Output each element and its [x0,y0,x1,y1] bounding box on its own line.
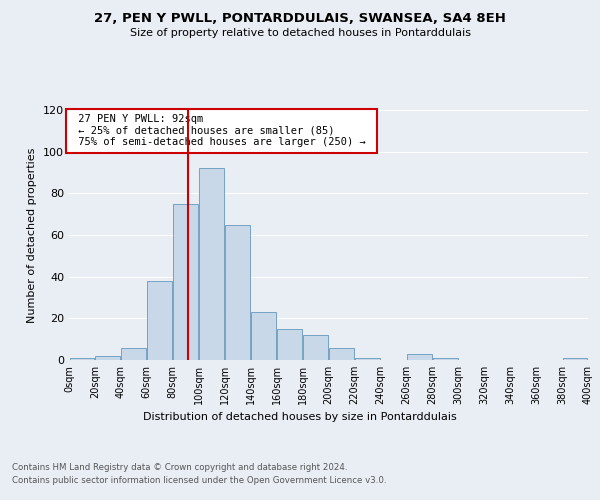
Bar [95,356,121,360]
Bar [407,354,432,360]
Bar [277,329,302,360]
Bar [355,358,380,360]
Y-axis label: Number of detached properties: Number of detached properties [28,148,37,322]
Bar [251,312,276,360]
Bar [121,348,146,360]
Bar [70,358,94,360]
Text: Contains public sector information licensed under the Open Government Licence v3: Contains public sector information licen… [12,476,386,485]
Bar [563,358,587,360]
Text: Size of property relative to detached houses in Pontarddulais: Size of property relative to detached ho… [130,28,470,38]
Bar [433,358,458,360]
Bar [173,204,198,360]
Bar [329,348,354,360]
Bar [148,281,172,360]
Bar [199,168,224,360]
Text: Contains HM Land Registry data © Crown copyright and database right 2024.: Contains HM Land Registry data © Crown c… [12,462,347,471]
Text: Distribution of detached houses by size in Pontarddulais: Distribution of detached houses by size … [143,412,457,422]
Text: 27 PEN Y PWLL: 92sqm
 ← 25% of detached houses are smaller (85)
 75% of semi-det: 27 PEN Y PWLL: 92sqm ← 25% of detached h… [71,114,371,148]
Text: 27, PEN Y PWLL, PONTARDDULAIS, SWANSEA, SA4 8EH: 27, PEN Y PWLL, PONTARDDULAIS, SWANSEA, … [94,12,506,26]
Bar [225,224,250,360]
Bar [303,335,328,360]
